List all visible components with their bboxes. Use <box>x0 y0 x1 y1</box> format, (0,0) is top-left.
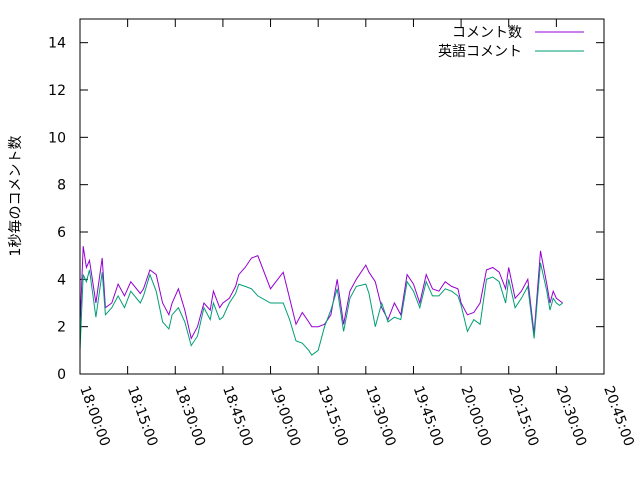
series-line-1 <box>79 246 564 340</box>
series-line-2 <box>79 262 564 356</box>
y-tick-label: 0 <box>57 367 66 383</box>
plot-frame <box>79 18 605 375</box>
y-tick-label: 2 <box>57 320 66 336</box>
series-layer <box>79 246 564 356</box>
legend-label: コメント数 <box>452 25 522 41</box>
y-tick-label: 6 <box>57 225 66 241</box>
y-tick-label: 14 <box>48 36 66 52</box>
y-tick-label: 8 <box>57 178 66 194</box>
y-tick-label: 12 <box>48 83 66 99</box>
y-tick-label: 10 <box>48 130 66 146</box>
y-tick-label: 4 <box>57 272 66 288</box>
y-axis-label: 1秒毎のコメント数 <box>8 136 24 257</box>
legend-label: 英語コメント <box>438 43 522 60</box>
